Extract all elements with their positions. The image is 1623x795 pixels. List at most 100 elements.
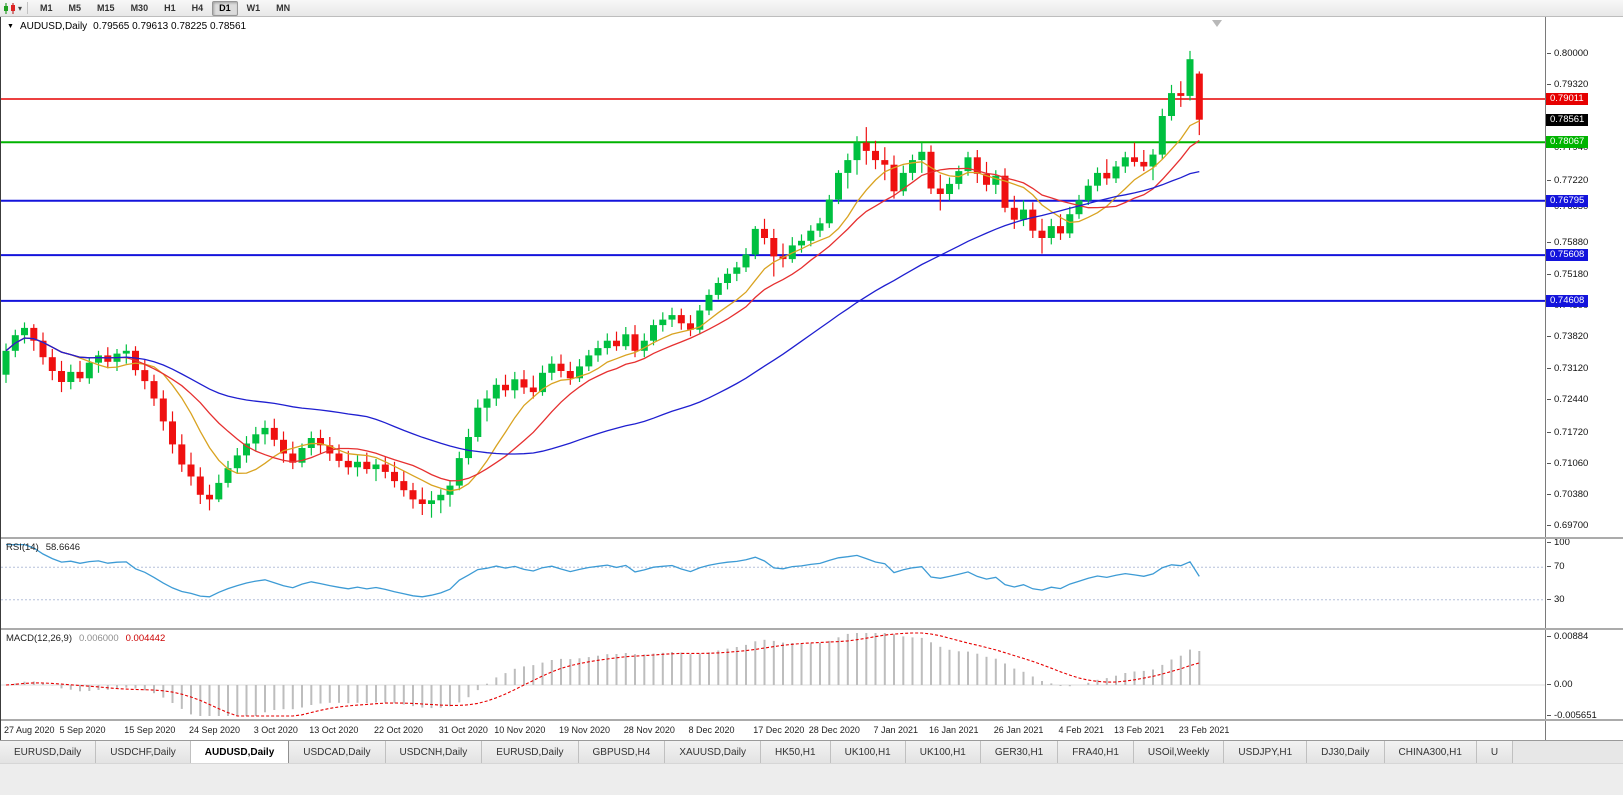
date-label: 28 Dec 2020 <box>808 725 860 735</box>
chart-tab-bar: EURUSD,Daily USDCHF,Daily AUDUSD,Daily USDC… <box>0 740 1623 763</box>
timeframe-button-H1[interactable]: H1 <box>164 2 176 13</box>
date-label: 28 Nov 2020 <box>623 725 675 735</box>
timeframe-button-M30[interactable]: M30 <box>130 2 149 13</box>
chart-tab-GBPUSD-H4[interactable]: GBPUSD,H4 <box>578 741 666 763</box>
macd-signal-line <box>5 632 1200 717</box>
price-level-badge: 0.76795 <box>1546 194 1589 207</box>
panel-separator[interactable] <box>1 537 1623 539</box>
chart-shift-marker[interactable] <box>1212 20 1222 27</box>
symbol-info: ▼ AUDUSD,Daily 0.79565 0.79613 0.78225 0… <box>7 21 246 32</box>
scale-tick-label: 0.70380 <box>1547 489 1623 500</box>
panel-separator[interactable] <box>1 719 1623 721</box>
macd-current-value: 0.006000 <box>79 633 119 644</box>
scale-tick-label: 0.75180 <box>1547 269 1623 280</box>
main-chart-plot[interactable] <box>1 17 1545 537</box>
timeframe-buttons: M1 M5 M15 M30 H1 H4 D1 W1 MN <box>33 0 299 16</box>
scale-tick-label: -0.005651 <box>1547 710 1623 721</box>
chart-tab-USDJPY-H1[interactable]: USDJPY,H1 <box>1224 741 1308 763</box>
symbol-name: AUDUSD,Daily <box>19 21 88 32</box>
date-label: 27 Aug 2020 <box>4 725 55 735</box>
macd-signal-value: 0.004442 <box>125 633 166 644</box>
timeframe-button-M1[interactable]: M1 <box>40 2 53 13</box>
rsi-panel-plot[interactable] <box>1 539 1545 628</box>
status-bar <box>0 763 1623 795</box>
chart-tab-USOil-Weekly[interactable]: USOil,Weekly <box>1133 741 1225 763</box>
rsi-label: RSI(14) 58.6646 <box>6 542 80 553</box>
price-level-badge: 0.74608 <box>1546 294 1589 307</box>
chart-tab-HK50-H1[interactable]: HK50,H1 <box>761 741 831 763</box>
timeframe-button-M5[interactable]: M5 <box>68 2 82 13</box>
price-level-badge: 0.78067 <box>1546 136 1589 149</box>
ma-mid-line <box>5 140 1200 482</box>
date-label: 15 Sep 2020 <box>124 725 176 735</box>
scale-tick-label: 0.00 <box>1547 680 1623 690</box>
horizontal-level-lines[interactable] <box>1 98 1545 302</box>
chart-tab-CHINA300-H1[interactable]: CHINA300,H1 <box>1384 741 1477 763</box>
date-axis[interactable]: 27 Aug 2020 5 Sep 2020 15 Sep 2020 24 Sep 2… <box>1 721 1545 740</box>
timeframe-button-M15[interactable]: M15 <box>97 2 115 13</box>
chart-window: ▼ AUDUSD,Daily 0.79565 0.79613 0.78225 0… <box>0 17 1623 740</box>
chart-type-dropdown-caret[interactable]: ▾ <box>18 3 23 13</box>
price-level-badge: 0.79011 <box>1546 93 1588 105</box>
current-price-badge: 0.78561 <box>1546 113 1589 126</box>
rsi-level-lines <box>1 566 1545 601</box>
date-label: 5 Sep 2020 <box>59 725 106 735</box>
timeframe-button-MN[interactable]: MN <box>276 2 291 13</box>
chart-tab-GER30-H1[interactable]: GER30,H1 <box>980 741 1059 763</box>
chart-tab-UK100-H1[interactable]: UK100,H1 <box>905 741 981 763</box>
timeframe-button-H4[interactable]: H4 <box>191 2 204 13</box>
rsi-indicator-name: RSI(14) <box>6 542 39 553</box>
rsi-line <box>6 543 1200 598</box>
scale-tick-label: 0.77220 <box>1547 176 1623 186</box>
chart-tab-EURUSD-Daily[interactable]: EURUSD,Daily <box>482 741 579 763</box>
date-label: 19 Nov 2020 <box>559 725 611 735</box>
scale-tick-label: 100 <box>1547 538 1623 548</box>
scale-tick-label: 0.00884 <box>1547 632 1623 642</box>
panel-separator[interactable] <box>1 628 1623 630</box>
scale-tick-label: 0.69700 <box>1547 521 1623 531</box>
macd-label: MACD(12,26,9) 0.006000 0.004442 <box>6 633 165 644</box>
date-label: 26 Jan 2021 <box>993 725 1044 735</box>
scale-tick-label: 0.80000 <box>1547 48 1623 59</box>
date-label: 23 Feb 2021 <box>1178 725 1230 735</box>
scale-tick-label: 0.71720 <box>1547 428 1623 438</box>
chart-tab-USDCHF-Daily[interactable]: USDCHF,Daily <box>96 741 191 763</box>
chart-tab-EURUSD-Daily[interactable]: EURUSD,Daily <box>0 741 97 763</box>
chart-tab-USDCNH-Daily[interactable]: USDCNH,Daily <box>385 741 483 763</box>
price-level-badge: 0.75608 <box>1546 249 1589 262</box>
chart-tab-DJ30-Daily[interactable]: DJ30,Daily <box>1307 741 1385 763</box>
price-scale[interactable]: 0.800000.793200.779400.772200.766500.758… <box>1545 17 1623 740</box>
date-label: 17 Dec 2020 <box>753 725 805 735</box>
scale-tick-label: 0.79320 <box>1547 79 1623 90</box>
chart-tab-USDCAD-Daily[interactable]: USDCAD,Daily <box>289 741 386 763</box>
chart-tab-FRA40-H1[interactable]: FRA40,H1 <box>1058 741 1134 763</box>
symbol-marker-icon[interactable]: ▼ <box>7 23 14 30</box>
rsi-current-value: 58.6646 <box>45 542 81 553</box>
candles <box>2 50 1203 518</box>
date-label: 16 Jan 2021 <box>929 725 979 735</box>
date-label: 8 Dec 2020 <box>688 725 735 735</box>
timeframe-button-D1[interactable]: D1 <box>212 0 238 16</box>
scale-tick-label: 0.73120 <box>1547 364 1623 374</box>
macd-panel-plot[interactable] <box>1 630 1545 719</box>
date-label: 13 Oct 2020 <box>309 725 359 735</box>
toolbar: ▾ M1 M5 M15 M30 H1 H4 D1 W1 MN <box>0 0 1623 17</box>
date-label: 3 Oct 2020 <box>253 725 298 735</box>
date-label: 10 Nov 2020 <box>494 725 546 735</box>
date-label: 4 Feb 2021 <box>1058 725 1105 735</box>
chart-tab-XAUUSD-Daily[interactable]: XAUUSD,Daily <box>665 741 762 763</box>
date-label: 13 Feb 2021 <box>1114 725 1165 735</box>
date-label: 24 Sep 2020 <box>189 725 241 735</box>
macd-indicator-name: MACD(12,26,9) <box>6 633 72 644</box>
chart-tab-U[interactable]: U <box>1476 741 1514 763</box>
timeframe-button-W1[interactable]: W1 <box>246 2 261 13</box>
date-label: 31 Oct 2020 <box>438 725 488 735</box>
chart-tab-AUDUSD-Daily[interactable]: AUDUSD,Daily <box>190 741 290 763</box>
date-label: 22 Oct 2020 <box>374 725 424 735</box>
chart-tab-UK100-H1[interactable]: UK100,H1 <box>830 741 906 763</box>
ma-slow-line <box>5 170 1200 455</box>
date-label: 7 Jan 2021 <box>873 725 919 735</box>
scale-tick-label: 0.73820 <box>1547 332 1623 342</box>
chart-type-icon[interactable] <box>3 2 17 15</box>
scale-tick-label: 70 <box>1547 562 1623 572</box>
